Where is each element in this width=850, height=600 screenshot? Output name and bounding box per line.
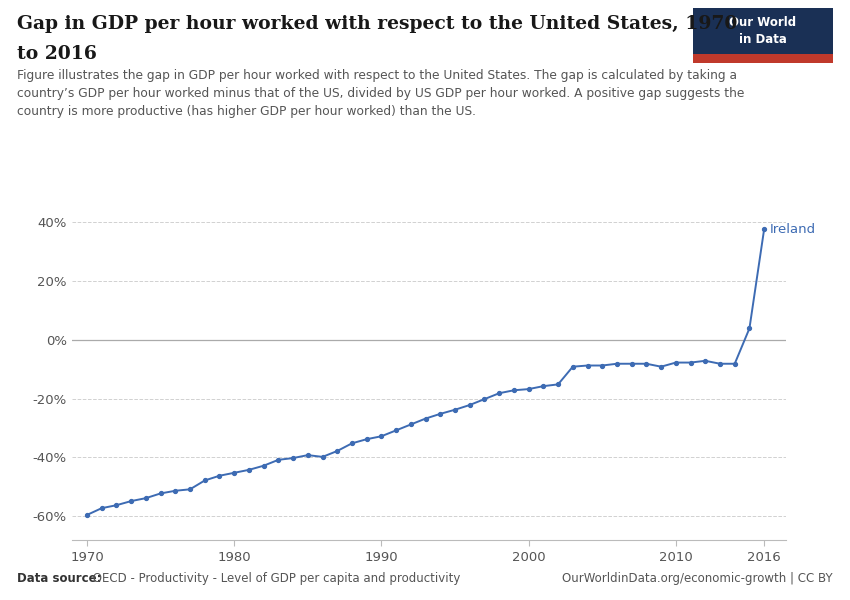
Text: Ireland: Ireland [770,223,816,236]
Text: Data source:: Data source: [17,572,101,585]
Text: in Data: in Data [739,34,787,46]
Text: Gap in GDP per hour worked with respect to the United States, 1970: Gap in GDP per hour worked with respect … [17,15,737,33]
Text: Our World: Our World [729,16,796,29]
Text: to 2016: to 2016 [17,45,97,63]
Text: Figure illustrates the gap in GDP per hour worked with respect to the United Sta: Figure illustrates the gap in GDP per ho… [17,69,745,118]
Text: OECD - Productivity - Level of GDP per capita and productivity: OECD - Productivity - Level of GDP per c… [89,572,461,585]
Bar [693,54,833,63]
Text: OurWorldinData.org/economic-growth | CC BY: OurWorldinData.org/economic-growth | CC … [563,572,833,585]
